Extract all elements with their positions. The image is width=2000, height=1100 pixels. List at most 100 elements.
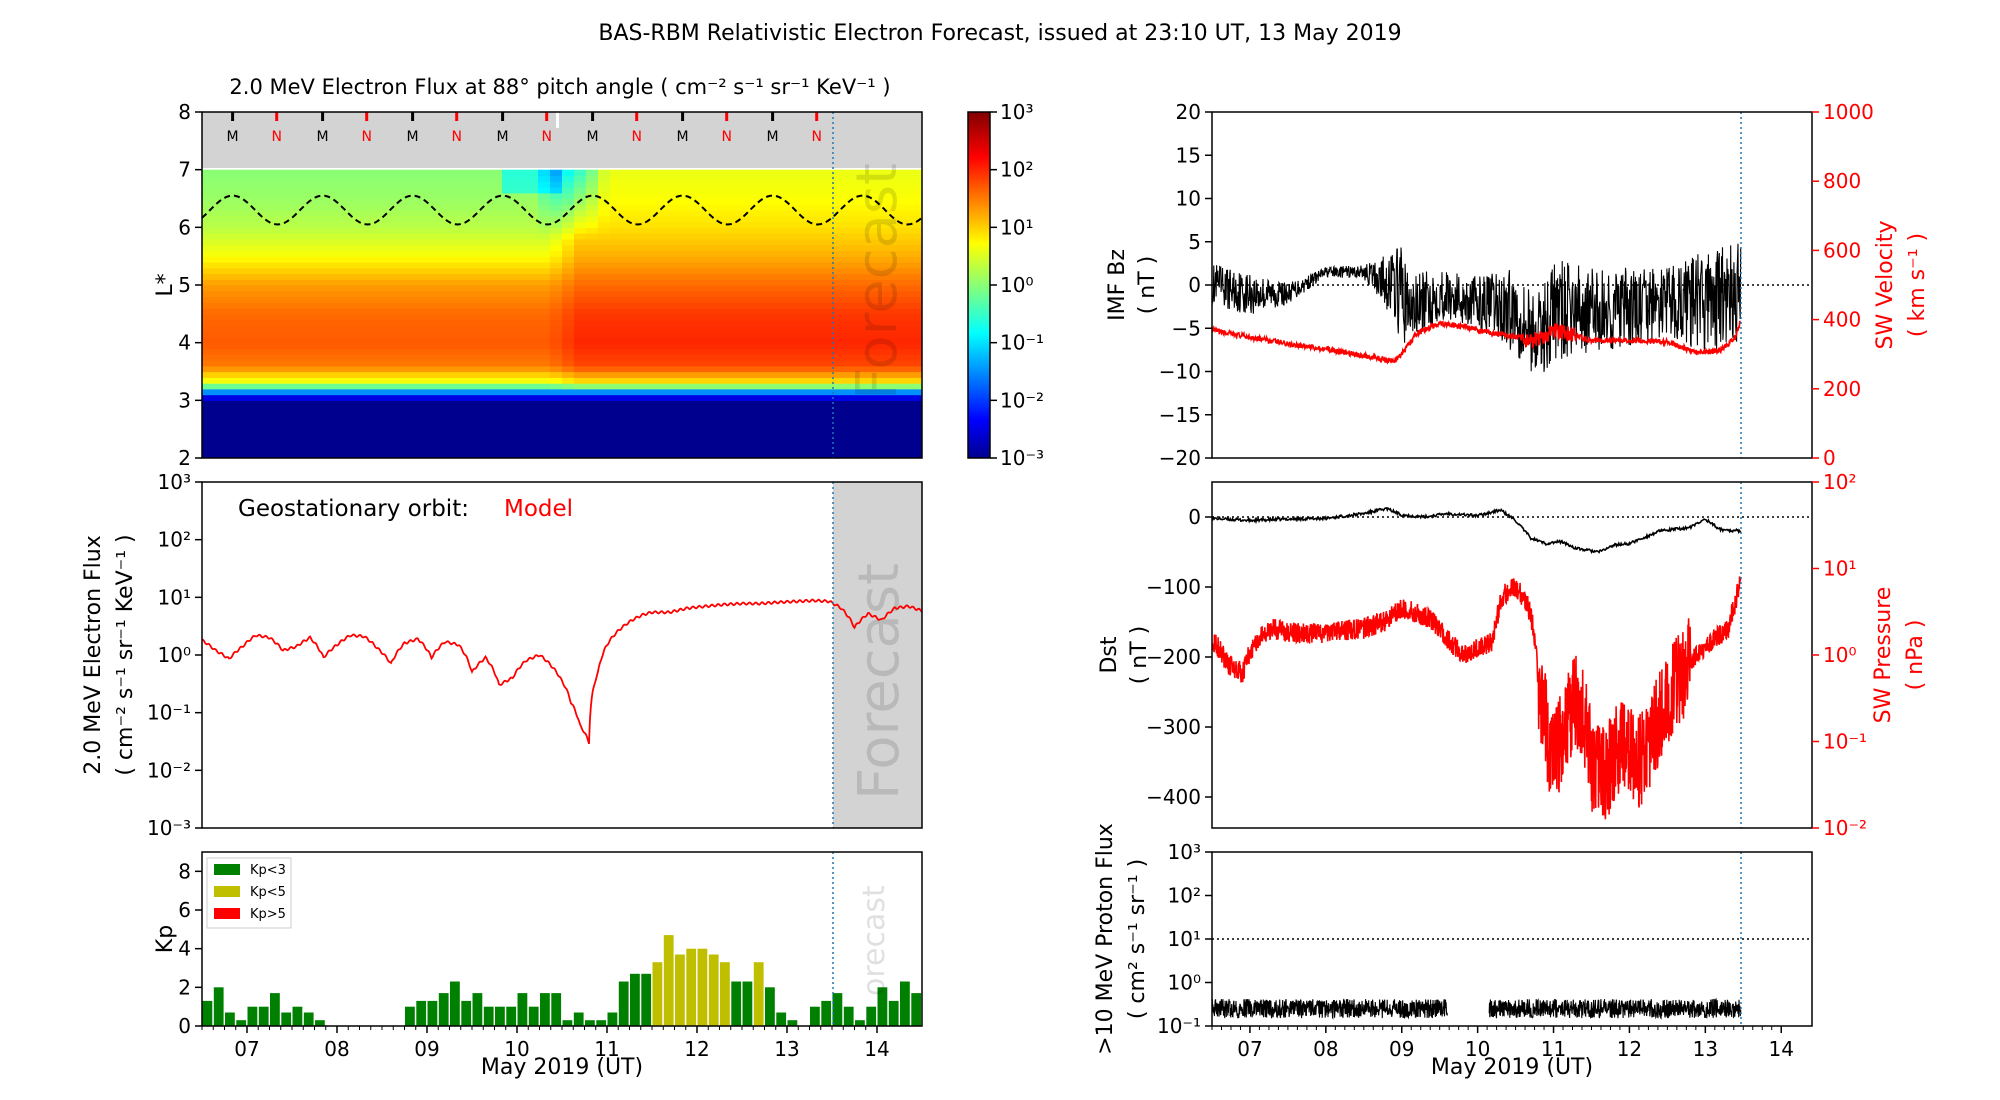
heatmap-cell — [406, 434, 419, 442]
heatmap-cell — [502, 360, 515, 367]
heatmap-cell — [826, 452, 839, 458]
heatmap-cell — [754, 319, 767, 326]
heatmap-cell — [742, 250, 755, 257]
heatmap-cell — [418, 452, 431, 458]
heatmap-cell — [238, 411, 251, 419]
heatmap-cell — [370, 187, 383, 194]
heatmap-cell — [826, 221, 839, 228]
heatmap-cell — [598, 434, 611, 442]
heatmap-cell — [910, 371, 922, 378]
y2-tick-label: 10¹ — [1823, 557, 1856, 581]
heatmap-cell — [610, 187, 623, 194]
heatmap-cell — [862, 371, 875, 378]
heatmap-cell — [250, 411, 263, 419]
heatmap-cell — [382, 302, 395, 309]
heatmap-cell — [502, 377, 515, 384]
heatmap-cell — [226, 446, 239, 453]
heatmap-cell — [886, 256, 899, 263]
heatmap-cell — [742, 285, 755, 292]
heatmap-cell — [502, 187, 515, 194]
kp-bar — [258, 1006, 269, 1026]
heatmap-cell — [442, 302, 455, 309]
heatmap-cell — [694, 267, 707, 275]
heatmap-cell — [802, 342, 815, 350]
heatmap-cell — [562, 423, 575, 430]
heatmap-cell — [670, 342, 683, 350]
heatmap-cell — [454, 210, 467, 217]
heatmap-cell — [790, 290, 803, 298]
heatmap-cell — [802, 279, 815, 286]
heatmap-cell — [694, 261, 707, 269]
heatmap-cell — [538, 423, 551, 430]
heatmap-cell — [202, 406, 215, 413]
heatmap-cell — [790, 175, 803, 182]
heatmap-cell — [802, 319, 815, 326]
heatmap-cell — [526, 313, 539, 321]
heatmap-cell — [490, 279, 503, 286]
heatmap-cell — [766, 400, 779, 407]
heatmap-cell — [214, 181, 227, 188]
heatmap-cell — [670, 290, 683, 298]
heatmap-cell — [442, 336, 455, 344]
heatmap-cell — [802, 273, 815, 280]
heatmap-cell — [442, 319, 455, 326]
heatmap-cell — [814, 417, 827, 424]
heatmap-cell — [706, 227, 719, 234]
heatmap-cell — [670, 256, 683, 263]
heatmap-cell — [202, 440, 215, 448]
kp-bar — [427, 1000, 438, 1026]
heatmap-cell — [322, 256, 335, 263]
heatmap-cell — [586, 273, 599, 280]
heatmap-cell — [550, 452, 563, 458]
heatmap-cell — [526, 210, 539, 217]
heatmap-cell — [598, 313, 611, 321]
heatmap-cell — [646, 377, 659, 384]
heatmap-cell — [550, 285, 563, 292]
heatmap-cell — [394, 308, 407, 315]
heatmap-cell — [586, 331, 599, 338]
heatmap-cell — [646, 429, 659, 436]
heatmap-cell — [214, 429, 227, 436]
heatmap-cell — [454, 215, 467, 223]
heatmap-cell — [430, 302, 443, 309]
heatmap-cell — [478, 210, 491, 217]
heatmap-cell — [286, 244, 299, 251]
heatmap-cell — [346, 296, 359, 303]
heatmap-cell — [490, 354, 503, 361]
heatmap-cell — [502, 285, 515, 292]
heatmap-cell — [826, 192, 839, 200]
heatmap-cell — [274, 290, 287, 298]
heatmap-cell — [886, 244, 899, 251]
heatmap-cell — [370, 440, 383, 448]
heatmap-cell — [346, 440, 359, 448]
heatmap-cell — [418, 302, 431, 309]
heatmap-cell — [598, 423, 611, 430]
heatmap-cell — [646, 411, 659, 419]
heatmap-cell — [586, 342, 599, 350]
heatmap-cell — [706, 331, 719, 338]
heatmap-cell — [298, 204, 311, 211]
kp-bar — [303, 1012, 314, 1026]
heatmap-cell — [310, 198, 323, 205]
heatmap-cell — [754, 348, 767, 355]
heatmap-cell — [658, 319, 671, 326]
heatmap-cell — [850, 169, 863, 177]
heatmap-cell — [874, 215, 887, 223]
heatmap-cell — [646, 319, 659, 326]
heatmap-cell — [622, 244, 635, 251]
heatmap-cell — [286, 238, 299, 246]
heatmap-cell — [550, 273, 563, 280]
heatmap-cell — [682, 267, 695, 275]
heatmap-cell — [214, 360, 227, 367]
heatmap-cell — [262, 446, 275, 453]
heatmap-cell — [490, 423, 503, 430]
heatmap-cell — [466, 331, 479, 338]
heatmap-cell — [526, 417, 539, 424]
heatmap-cell — [742, 296, 755, 303]
heatmap-cell — [238, 221, 251, 228]
heatmap-cell — [874, 285, 887, 292]
heatmap-cell — [730, 302, 743, 309]
geo-forecast-label: Forecast — [847, 563, 912, 800]
kp-bar — [416, 1000, 427, 1026]
heatmap-cell — [910, 377, 922, 384]
